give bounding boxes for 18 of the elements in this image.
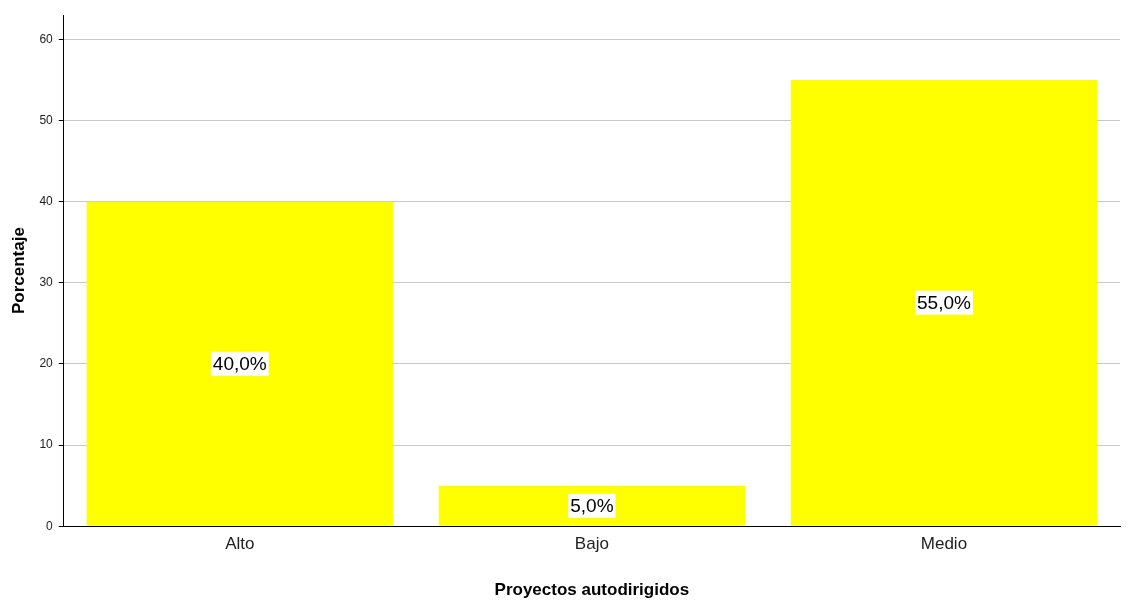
bar bbox=[438, 485, 746, 526]
y-tick-label: 30 bbox=[39, 275, 54, 290]
x-tick-label: Medio bbox=[920, 534, 968, 554]
y-tick-label: 60 bbox=[39, 31, 54, 46]
data-label: 55,0% bbox=[917, 292, 971, 314]
x-axis-title: Proyectos autodirigidos bbox=[494, 580, 690, 600]
x-tick-label: Bajo bbox=[574, 534, 609, 554]
y-tick-label: 40 bbox=[39, 193, 54, 208]
y-tick-label: 50 bbox=[39, 112, 54, 127]
x-tick-label: Alto bbox=[225, 534, 255, 554]
y-axis-title: Porcentaje bbox=[8, 227, 28, 315]
y-tick-label: 0 bbox=[46, 518, 54, 533]
y-tick-label: 10 bbox=[39, 437, 54, 452]
y-tick-label: 20 bbox=[39, 356, 54, 371]
data-label: 5,0% bbox=[570, 494, 614, 516]
data-label: 40,0% bbox=[212, 352, 267, 374]
bar bbox=[790, 79, 1098, 526]
bar bbox=[86, 201, 393, 526]
